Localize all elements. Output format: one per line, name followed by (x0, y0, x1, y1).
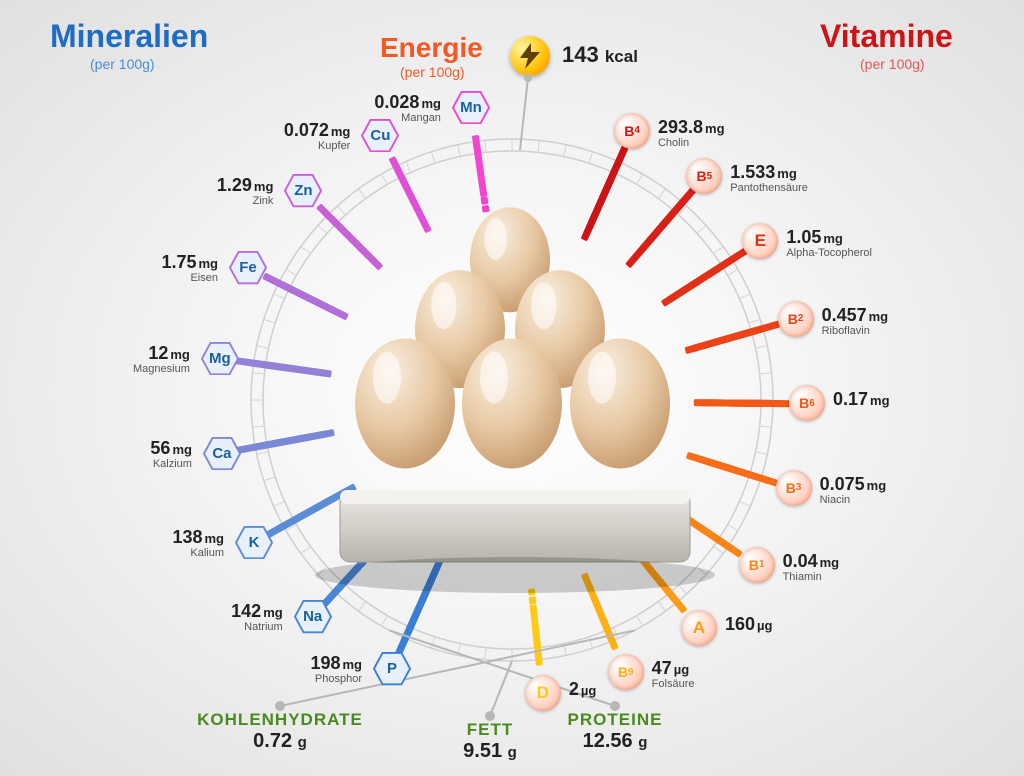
vitamin-badge-b4: B4 (614, 113, 650, 149)
mineral-hex-k: K (235, 526, 273, 559)
macro-proteine: PROTEINE12.56 g (525, 710, 705, 753)
vitamin-badge-b2: B2 (778, 301, 814, 337)
mineral-label-p: 198mgPhosphor (260, 653, 362, 685)
egg-1 (415, 270, 505, 388)
vitamin-label-b3: 0.075mgNiacin (820, 474, 960, 506)
vitamin-badge-b1: B1 (739, 547, 775, 583)
vitamin-badge-d: D (525, 675, 561, 711)
vitamin-label-b1: 0.04mgThiamin (783, 551, 923, 583)
energy-subtitle: (per 100g) (400, 64, 465, 80)
gauge-svg (0, 0, 1024, 776)
mineral-hex-cu: Cu (361, 119, 399, 152)
mineral-label-mg: 12mgMagnesium (88, 343, 190, 375)
energy-icon (510, 36, 550, 76)
mineral-label-mn: 0.028mgMangan (339, 92, 441, 124)
mineral-hex-p: P (373, 652, 411, 685)
vitamins-title: Vitamine (820, 18, 953, 55)
vitamin-badge-e: E (742, 223, 778, 259)
mineral-hex-ca: Ca (203, 437, 241, 470)
mineral-label-zn: 1.29mgZink (171, 175, 273, 207)
energy-value: 143 kcal (562, 42, 638, 68)
minerals-title: Mineralien (50, 18, 208, 55)
vitamin-label-b2: 0.457mgRiboflavin (822, 305, 962, 337)
mineral-label-k: 138mgKalium (122, 527, 224, 559)
mineral-label-na: 142mgNatrium (181, 601, 283, 633)
vitamin-label-b4: 293.8mgCholin (658, 117, 798, 149)
vitamins-subtitle: (per 100g) (860, 56, 925, 72)
mineral-hex-mn: Mn (452, 91, 490, 124)
mineral-label-fe: 1.75mgEisen (116, 252, 218, 284)
mineral-hex-mg: Mg (201, 342, 239, 375)
vitamin-badge-a: A (681, 610, 717, 646)
vitamin-label-b6: 0.17mg (833, 389, 973, 410)
vitamin-label-d: 2µg (569, 679, 709, 700)
vitamin-label-a: 160µg (725, 614, 865, 635)
egg-2 (515, 270, 605, 388)
mineral-hex-zn: Zn (284, 174, 322, 207)
vitamin-label-b5: 1.533mgPantothensäure (730, 162, 870, 194)
egg-5 (570, 339, 670, 469)
mineral-hex-na: Na (294, 600, 332, 633)
minerals-subtitle: (per 100g) (90, 56, 155, 72)
vitamin-badge-b3: B3 (776, 470, 812, 506)
mineral-label-ca: 56mgKalzium (90, 438, 192, 470)
egg-0 (470, 207, 550, 312)
egg-3 (355, 339, 455, 469)
mineral-hex-fe: Fe (229, 251, 267, 284)
vitamin-label-e: 1.05mgAlpha-Tocopherol (786, 227, 926, 259)
macro-kohlenhydrate: KOHLENHYDRATE0.72 g (190, 710, 370, 753)
energy-title: Energie (380, 32, 483, 64)
egg-4 (462, 339, 562, 469)
vitamin-badge-b6: B6 (789, 385, 825, 421)
vitamin-badge-b5: B5 (686, 158, 722, 194)
mineral-label-cu: 0.072mgKupfer (248, 120, 350, 152)
